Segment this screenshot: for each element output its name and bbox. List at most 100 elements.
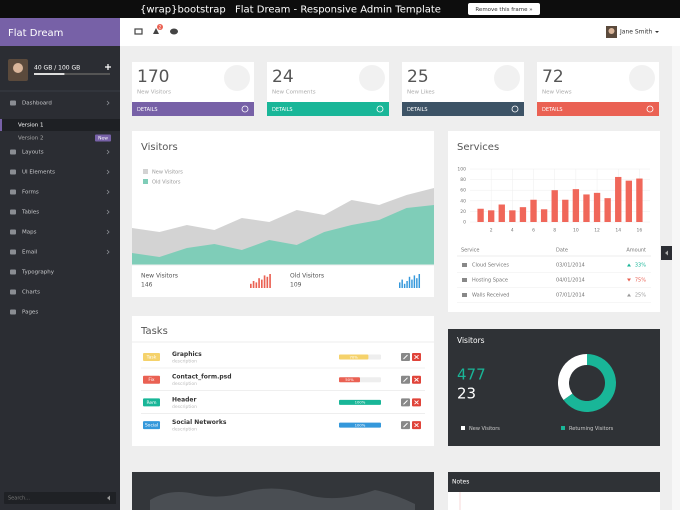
menu-item[interactable]: Pages	[22, 310, 38, 316]
progress-bar	[339, 422, 381, 428]
menu-item[interactable]: Maps	[22, 230, 37, 236]
stat-footer[interactable]	[402, 102, 524, 116]
progress-label: 50%	[345, 377, 354, 382]
table-cell: 03/01/2014	[556, 263, 585, 269]
sparkline-bar	[258, 278, 260, 288]
task-tag-label: Rem	[146, 400, 156, 406]
trend-icon	[627, 278, 631, 282]
sparkline-bar	[403, 283, 406, 288]
donut-slice	[563, 354, 616, 412]
menu-arrow	[106, 100, 110, 106]
menu-item[interactable]: Tables	[21, 210, 39, 216]
submenu-item[interactable]: Version 2	[18, 136, 43, 142]
services-title: Services	[457, 142, 499, 153]
user-face	[608, 28, 615, 34]
submenu-item[interactable]: Version 1	[18, 123, 43, 129]
menu-item[interactable]: UI Elements	[22, 170, 55, 176]
sparkline-bar	[416, 278, 418, 288]
bar	[540, 209, 548, 222]
area	[132, 205, 434, 265]
menu-item[interactable]: Forms	[22, 190, 39, 196]
menu-item[interactable]: Layouts	[22, 150, 44, 156]
donut-slice	[558, 354, 587, 401]
toggle-arrow	[665, 250, 668, 256]
menu-item[interactable]: Email	[22, 250, 38, 256]
search-input[interactable]: Search...	[8, 496, 30, 502]
y-tick-label: 80	[460, 177, 466, 183]
sparkline-bar	[413, 275, 416, 288]
stat-footer[interactable]	[537, 102, 659, 116]
task-name: Social Networks	[172, 419, 227, 426]
sidebar	[0, 18, 120, 510]
x-tick-label: 16	[637, 228, 643, 234]
task-name: Header	[172, 396, 197, 403]
chat-icon[interactable]	[170, 28, 178, 35]
menu-icon	[10, 209, 16, 215]
stat-value: 170	[137, 67, 169, 87]
stat-link[interactable]: DETAILS	[542, 107, 563, 113]
inbox-icon[interactable]	[134, 28, 143, 35]
remove-frame-button[interactable]	[468, 3, 540, 15]
summary-value: 109	[290, 282, 302, 289]
table-cell: Walls Received	[472, 293, 509, 299]
storage-label: 40 GB / 100 GB	[34, 65, 80, 72]
sidebar-brand-bar	[0, 18, 120, 46]
trend-icon	[627, 263, 631, 267]
stat-footer[interactable]	[132, 102, 254, 116]
legend-swatch	[561, 426, 565, 430]
remove-frame-label[interactable]: Remove this frame »	[475, 7, 532, 13]
stat-footer[interactable]	[267, 102, 389, 116]
table-header: Service	[461, 248, 479, 254]
delete-icon	[414, 400, 419, 405]
collapse-arrow	[107, 495, 110, 501]
service-icon	[462, 278, 467, 282]
stat-label: New Visitors	[137, 90, 171, 96]
menu-item[interactable]: Typography	[21, 270, 55, 276]
x-tick-label: 2	[490, 228, 493, 234]
summary-label: Old Visitors	[290, 273, 324, 280]
menu-item[interactable]: Dashboard	[22, 101, 52, 107]
bar	[551, 190, 558, 222]
sparkline-bar	[401, 279, 403, 288]
menu-item[interactable]: Charts	[22, 290, 40, 296]
bar	[498, 204, 505, 222]
alert-icon[interactable]	[153, 28, 159, 34]
stat-link[interactable]: DETAILS	[137, 107, 158, 113]
menu-icon	[10, 169, 16, 175]
stat-link[interactable]: DETAILS	[407, 107, 428, 113]
bar	[615, 176, 622, 222]
notes-title: Notes	[452, 479, 469, 486]
table-header: Date	[556, 248, 568, 254]
add-icon	[105, 64, 111, 70]
x-tick-label: 14	[615, 228, 621, 234]
stat-icon	[359, 65, 385, 91]
delete-icon	[414, 377, 419, 382]
y-tick-label: 60	[460, 188, 466, 194]
legend-label: Returning Visitors	[569, 426, 614, 432]
donut-number: 23	[457, 385, 476, 403]
task-tag-label: Social	[145, 423, 158, 429]
task-description: description	[172, 404, 197, 410]
donut-number: 477	[457, 366, 486, 384]
task-description: description	[172, 427, 197, 433]
user-name[interactable]: Jane Smith	[619, 29, 653, 36]
stat-value: 25	[407, 67, 429, 87]
progress-label: 100%	[355, 400, 366, 405]
edit-icon	[403, 400, 408, 405]
sparkline-bar	[408, 276, 411, 288]
bar	[583, 194, 590, 222]
bar	[572, 189, 580, 222]
progress-label: 100%	[355, 422, 366, 427]
stat-link[interactable]: DETAILS	[272, 107, 293, 113]
sparkline-bar	[255, 282, 258, 288]
stat-icon	[629, 65, 655, 91]
legend-label: New Visitors	[152, 169, 183, 175]
x-tick-label: 10	[573, 228, 579, 234]
x-tick-label: 8	[553, 228, 556, 234]
edit-icon	[403, 422, 408, 428]
stat-value: 72	[542, 67, 564, 87]
sidebar-brand: Flat Dream	[8, 28, 63, 39]
badge-bg	[157, 24, 163, 30]
edit-icon	[403, 354, 408, 360]
sparkline-bar	[252, 281, 255, 288]
